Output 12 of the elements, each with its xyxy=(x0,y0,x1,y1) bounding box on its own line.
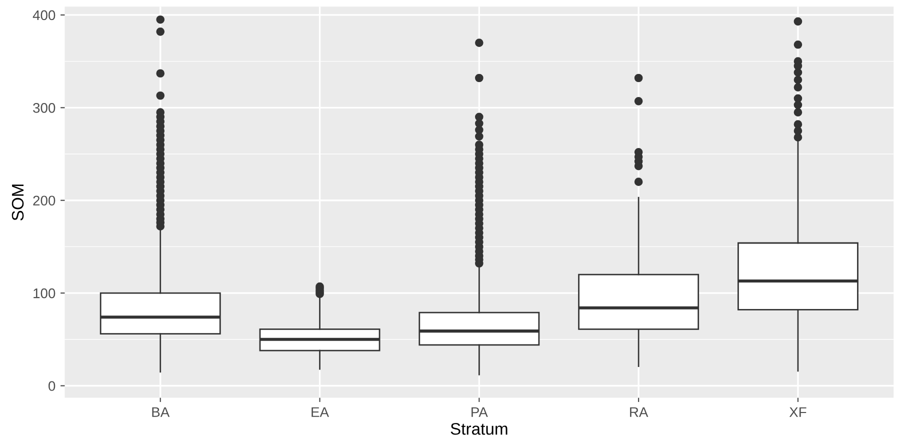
y-tick-label: 200 xyxy=(33,196,56,206)
x-tick-label: XF xyxy=(789,407,806,417)
x-tick-label: BA xyxy=(152,407,170,417)
x-axis-title: Stratum xyxy=(450,422,508,435)
x-tick-label: RA xyxy=(630,407,648,417)
x-tick-label: PA xyxy=(472,407,488,417)
y-axis-title: SOM xyxy=(12,184,24,220)
x-tick-label: EA xyxy=(312,407,330,417)
y-tick-label: 400 xyxy=(32,10,56,20)
y-tick-label: 100 xyxy=(34,288,56,298)
y-tick-label: 300 xyxy=(33,103,56,113)
y-tick-label: 0 xyxy=(48,381,56,391)
